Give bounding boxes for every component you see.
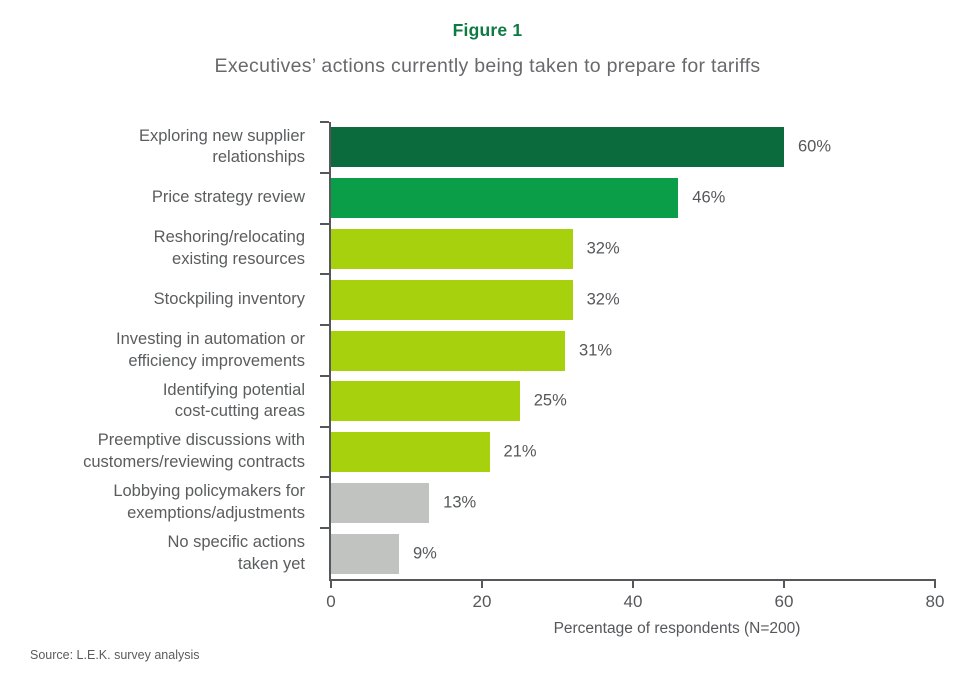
figure-label: Figure 1	[452, 20, 523, 40]
value-label: 46%	[692, 188, 726, 207]
bar-row: 9%	[331, 528, 935, 579]
x-tick-label: 40	[623, 592, 643, 611]
bar-row: 46%	[331, 173, 935, 224]
value-label: 21%	[503, 442, 537, 461]
bar	[331, 482, 430, 523]
x-axis-tick	[632, 579, 634, 588]
figure-title: Executives’ actions currently being take…	[214, 55, 761, 77]
y-axis-tick	[320, 273, 329, 276]
x-tick-label: 60	[774, 592, 794, 611]
bar	[331, 178, 679, 219]
bar-row: 21%	[331, 427, 935, 478]
x-axis-tick	[330, 579, 332, 588]
bar	[331, 432, 490, 473]
bar-row: 60%	[331, 122, 935, 173]
category-label: Price strategy review	[151, 188, 305, 207]
x-axis-tick	[783, 579, 785, 588]
y-axis-tick	[320, 476, 329, 479]
bar-row: 32%	[331, 274, 935, 325]
bar-row: 32%	[331, 224, 935, 275]
x-tick-label: 0	[326, 592, 336, 611]
y-axis-tick	[320, 171, 329, 174]
y-axis-tick	[320, 374, 329, 377]
y-axis-tick	[320, 222, 329, 225]
category-labels: Exploring new supplier relationships Pric…	[0, 122, 318, 579]
value-label: 32%	[586, 239, 620, 258]
category-label: No specific actions taken yet	[167, 532, 305, 573]
y-axis-tick	[320, 425, 329, 428]
x-tick-label: 80	[925, 592, 945, 611]
value-label: 9%	[412, 544, 437, 563]
bar-row: 31%	[331, 325, 935, 376]
bar	[331, 127, 784, 168]
value-label: 31%	[579, 341, 613, 360]
value-label: 60%	[798, 137, 832, 156]
category-label: Investing in automation or efficiency im…	[116, 329, 305, 370]
bar	[331, 279, 573, 320]
category-label: Stockpiling inventory	[153, 289, 305, 308]
bar	[331, 330, 566, 371]
category-label: Reshoring/relocating existing resources	[153, 228, 305, 268]
bars-area: 60% 46% 32% 32% 31% 25% 21% 13% 9%	[331, 122, 935, 579]
bar-row: 25%	[331, 376, 935, 427]
y-axis-tick	[320, 121, 329, 123]
category-label: Exploring new supplier relationships	[138, 126, 305, 167]
value-label: 32%	[586, 290, 620, 309]
value-label: 13%	[443, 493, 477, 512]
x-axis-title: Percentage of respondents (N=200)	[553, 620, 801, 637]
x-axis-tick	[934, 579, 936, 588]
y-axis-tick	[320, 527, 329, 530]
category-label: Identifying potential cost-cutting areas	[162, 380, 305, 421]
x-axis-tick	[481, 579, 483, 588]
x-axis-ticks: 0 20 40 60 80	[326, 579, 944, 619]
y-axis	[329, 122, 331, 579]
bar-row: 13%	[331, 477, 935, 528]
y-axis-tick	[320, 324, 329, 327]
bar	[331, 533, 399, 574]
bar	[331, 381, 520, 422]
value-label: 25%	[533, 391, 567, 410]
source-note: Source: L.E.K. survey analysis	[30, 648, 200, 662]
bar	[331, 228, 573, 269]
category-label: Lobbying policymakers for exemptions/adj…	[113, 482, 305, 522]
x-tick-label: 20	[472, 592, 492, 611]
category-label: Preemptive discussions with customers/re…	[83, 431, 305, 472]
bar-chart: 60% 46% 32% 32% 31% 25% 21% 13% 9% 0 20 40 60 80	[320, 121, 944, 611]
